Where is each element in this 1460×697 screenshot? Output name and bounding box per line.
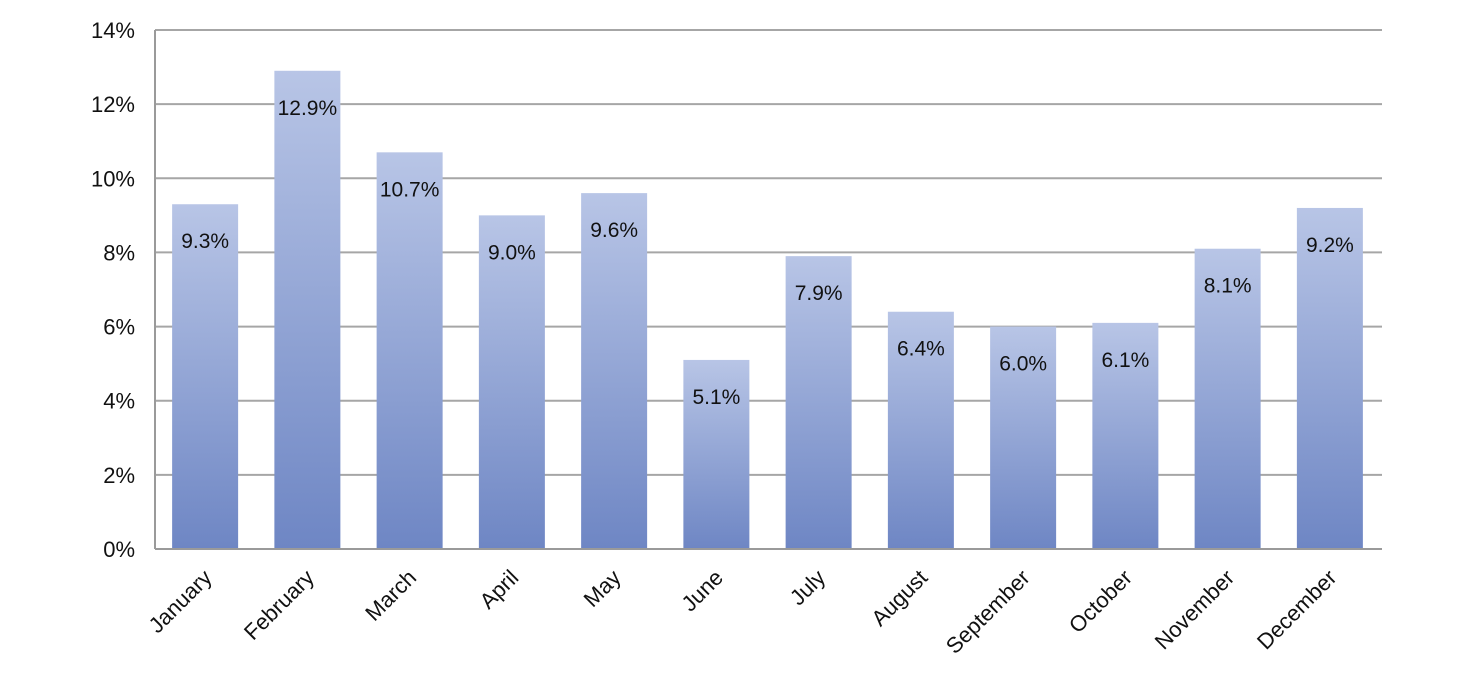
x-tick-label: June xyxy=(676,565,727,616)
bar-july xyxy=(785,256,852,549)
x-tick-label: May xyxy=(579,565,626,612)
y-tick-label: 6% xyxy=(103,315,135,340)
y-tick-label: 8% xyxy=(103,240,135,265)
data-label: 9.6% xyxy=(590,219,638,242)
x-tick-label: March xyxy=(360,565,421,626)
data-label: 12.9% xyxy=(278,97,338,120)
y-tick-label: 14% xyxy=(91,18,135,43)
data-label: 8.1% xyxy=(1204,275,1252,298)
data-label: 9.3% xyxy=(181,230,229,253)
x-tick-label: September xyxy=(941,565,1035,659)
gridlines xyxy=(155,29,1382,476)
x-tick-label: January xyxy=(144,565,217,638)
x-tick-label: July xyxy=(785,565,830,610)
bar-march xyxy=(376,152,443,550)
y-tick-label: 10% xyxy=(91,166,135,191)
x-tick-label: April xyxy=(475,565,524,614)
bar-november xyxy=(1194,248,1261,549)
data-label: 5.1% xyxy=(692,386,740,409)
bar-august xyxy=(887,311,954,549)
y-tick-label: 12% xyxy=(91,92,135,117)
bar-june xyxy=(683,359,750,549)
x-tick-label: August xyxy=(866,565,932,631)
bar-april xyxy=(478,215,545,549)
y-tick-label: 4% xyxy=(103,389,135,414)
data-label: 7.9% xyxy=(795,282,843,305)
x-tick-label: November xyxy=(1150,565,1239,654)
bar-january xyxy=(172,204,239,549)
data-label: 9.0% xyxy=(488,241,536,264)
x-tick-label: February xyxy=(239,565,319,645)
x-tick-label: December xyxy=(1252,565,1341,654)
bar-september xyxy=(990,326,1057,549)
axes xyxy=(154,30,1382,550)
bar-december xyxy=(1296,207,1363,549)
bar-february xyxy=(274,70,341,550)
y-tick-label: 0% xyxy=(103,537,135,562)
bar-october xyxy=(1092,322,1159,549)
bars xyxy=(172,70,1363,550)
data-label: 9.2% xyxy=(1306,234,1354,257)
y-tick-label: 2% xyxy=(103,463,135,488)
data-label: 6.0% xyxy=(999,353,1047,376)
data-label: 6.4% xyxy=(897,338,945,361)
data-label: 10.7% xyxy=(380,178,440,201)
x-tick-label: October xyxy=(1064,565,1137,638)
data-label: 6.1% xyxy=(1101,349,1149,372)
bar-may xyxy=(581,193,648,549)
